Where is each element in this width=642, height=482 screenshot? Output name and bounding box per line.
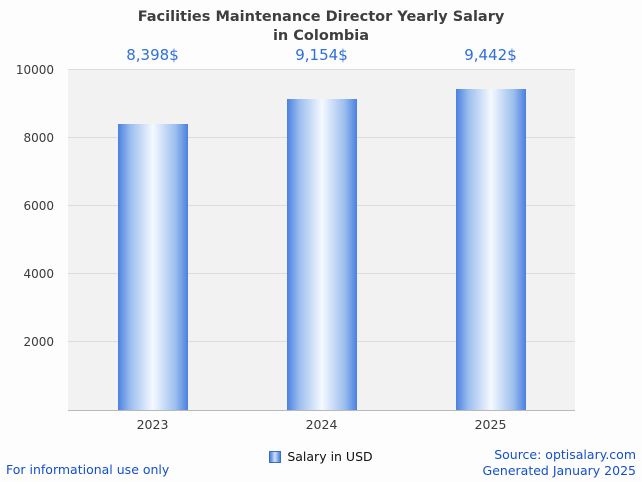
bar-value-label: 8,398$ bbox=[126, 46, 179, 64]
x-axis-labels: 2023 2024 2025 bbox=[68, 417, 575, 435]
y-tick-label: 8000 bbox=[23, 131, 54, 145]
y-tick-label: 6000 bbox=[23, 199, 54, 213]
bar-2025 bbox=[455, 88, 526, 410]
bar-2024 bbox=[286, 98, 357, 410]
bar-value-label: 9,154$ bbox=[295, 46, 348, 64]
y-tick-label: 10000 bbox=[15, 63, 54, 77]
legend-label: Salary in USD bbox=[287, 449, 373, 464]
legend-item[interactable]: Salary in USD bbox=[0, 449, 642, 464]
y-tick-label: 4000 bbox=[23, 267, 54, 281]
source-link[interactable]: Source: optisalary.com bbox=[494, 446, 636, 462]
footer-right: Source: optisalary.com Generated January… bbox=[483, 447, 636, 480]
disclaimer-text: For informational use only bbox=[6, 462, 170, 477]
generated-text: Generated January 2025 bbox=[482, 462, 636, 478]
y-tick-label: 2000 bbox=[23, 335, 54, 349]
x-tick-label: 2024 bbox=[305, 417, 338, 432]
x-tick-label: 2025 bbox=[474, 417, 507, 432]
plot-area bbox=[68, 69, 575, 411]
bar-value-label: 9,442$ bbox=[464, 46, 517, 64]
chart-title: Facilities Maintenance Director Yearly S… bbox=[137, 9, 505, 44]
value-labels: 8,398$ 9,154$ 9,442$ bbox=[68, 46, 575, 68]
x-tick-label: 2023 bbox=[136, 417, 169, 432]
bar-2023 bbox=[117, 124, 188, 410]
legend-marker-icon bbox=[269, 450, 282, 463]
gridline bbox=[68, 69, 575, 70]
y-axis-labels: 2000 4000 6000 8000 10000 bbox=[0, 63, 60, 410]
